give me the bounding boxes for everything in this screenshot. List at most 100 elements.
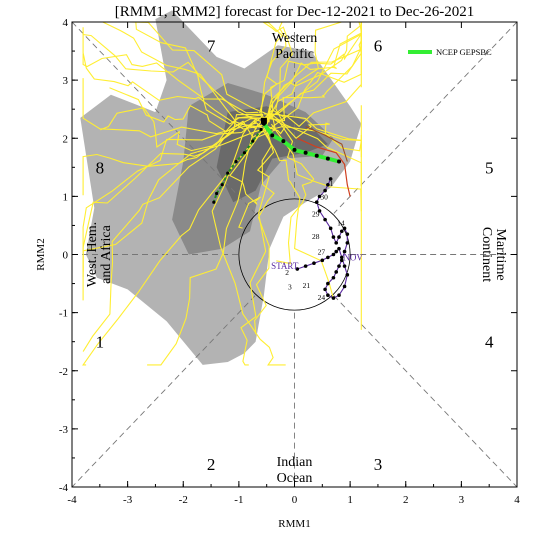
y-tick-label: -2	[59, 366, 68, 378]
region-label-right: Continent	[479, 227, 494, 282]
observed-day-label: 24	[318, 293, 326, 302]
observed-point	[317, 209, 322, 213]
observed-point	[320, 258, 325, 263]
observed-point	[303, 264, 308, 268]
legend-label: NCEP GEPSBC	[436, 47, 492, 57]
ensemble-member-line	[229, 126, 276, 229]
ensemble-member-line	[82, 117, 270, 352]
secondary-track-point	[242, 151, 247, 155]
observed-point	[334, 270, 339, 274]
forecast-mean-point	[270, 133, 275, 138]
ensemble-member-line	[267, 114, 362, 212]
observed-day-label: 2	[285, 268, 289, 277]
observed-point	[331, 252, 336, 257]
observed-point	[339, 229, 344, 234]
forecast-mean-point	[292, 147, 297, 152]
region-label-right: Maritime	[493, 228, 508, 280]
observed-point	[326, 255, 330, 260]
observed-point	[339, 255, 344, 260]
ensemble-member-line	[267, 105, 362, 141]
observed-start-label: START	[271, 261, 299, 271]
x-tick-label: 2	[403, 494, 409, 506]
x-tick-label: -2	[179, 494, 188, 506]
observed-end-label: NOV	[343, 252, 363, 262]
observed-day-label: 29	[312, 210, 320, 219]
forecast-mean	[212, 117, 341, 204]
ensemble-member-line	[211, 119, 286, 366]
ensemble-members	[82, 21, 362, 366]
secondary-track-point	[212, 200, 216, 204]
ensemble-member-line	[82, 78, 257, 138]
x-tick-label: -4	[67, 494, 77, 506]
observed-point	[323, 217, 327, 222]
ensemble-member-line	[305, 126, 348, 162]
axes-layer: -4 -3 -2 -1 0 1 2 3 4 -4 -3 -2 -1 0 1 2 3 4 [RMM1, RMM2] f…	[35, 4, 520, 530]
region-label-bottom: Indian	[277, 455, 313, 470]
forecast-mean-point	[303, 150, 308, 155]
region-label-left: and Africa	[99, 224, 114, 283]
ensemble-member-line	[265, 21, 362, 122]
observed-point	[326, 293, 330, 297]
observed-point	[337, 246, 341, 251]
y-tick-label: 0	[63, 250, 69, 262]
region-label-left-group: West. Hem. and Africa	[85, 222, 114, 287]
ensemble-member-line	[240, 114, 275, 366]
observed-day-label: 1	[330, 179, 334, 188]
observed-point	[334, 249, 339, 254]
diagonal-ne	[333, 21, 518, 214]
diagonal-sw	[71, 295, 256, 488]
observed-day-label: 27	[318, 248, 326, 257]
secondary-track-point	[215, 191, 219, 196]
phase-number-3: 3	[374, 455, 383, 474]
observed-day-label: 28	[312, 232, 320, 241]
unit-circle	[238, 198, 351, 311]
observed-point	[334, 241, 339, 245]
observed-point	[337, 235, 341, 239]
secondary-track-point	[259, 127, 263, 132]
observed-point	[345, 232, 350, 236]
observed-point	[323, 188, 327, 193]
phase-number-8: 8	[96, 158, 105, 177]
ensemble-member-line	[270, 123, 362, 330]
phase-guides	[71, 21, 518, 488]
x-tick-label: 1	[347, 494, 353, 506]
observed-point	[342, 226, 347, 231]
observed-point	[326, 281, 330, 286]
secondary-track-point	[251, 139, 255, 143]
chart-title: [RMM1, RMM2] forecast for Dec-12-2021 to…	[115, 4, 475, 20]
phase-number-1: 1	[96, 333, 105, 352]
ensemble-member-line	[82, 27, 264, 130]
ensemble-member-line	[262, 116, 315, 265]
observed-day-label: 30	[320, 192, 328, 201]
ensemble-member-line	[82, 126, 266, 366]
observed-point	[337, 264, 341, 268]
ensemble-member-line	[271, 114, 362, 187]
observed-day-label: 14	[337, 218, 345, 227]
ensemble-member-line	[82, 128, 263, 301]
ensemble-member-line	[264, 113, 362, 158]
phase-number-5: 5	[485, 158, 494, 177]
ensemble-member-line	[147, 124, 259, 366]
observed-point	[331, 296, 336, 300]
ensemble-member-line	[261, 21, 294, 135]
forecast-start-marker	[260, 117, 267, 124]
ensemble-member-line	[254, 124, 275, 334]
y-tick-label: 4	[63, 17, 69, 29]
y-tick-label: 1	[63, 191, 69, 203]
observed-point	[331, 275, 336, 280]
x-axis-label: RMM1	[278, 518, 310, 530]
observed-point	[339, 258, 344, 263]
y-tick-label: -3	[59, 424, 69, 436]
forecast-mean-point	[281, 139, 286, 144]
observed-point	[323, 287, 327, 292]
phase-number-2: 2	[207, 455, 216, 474]
observed-day-label: 3	[288, 282, 292, 291]
observed-point	[345, 241, 350, 245]
phase-number-7: 7	[207, 36, 216, 55]
y-axis-label: RMM2	[35, 238, 47, 270]
forecast-mean-point	[325, 156, 330, 161]
secondary-track-line	[212, 128, 262, 203]
secondary-track-point	[226, 171, 230, 175]
